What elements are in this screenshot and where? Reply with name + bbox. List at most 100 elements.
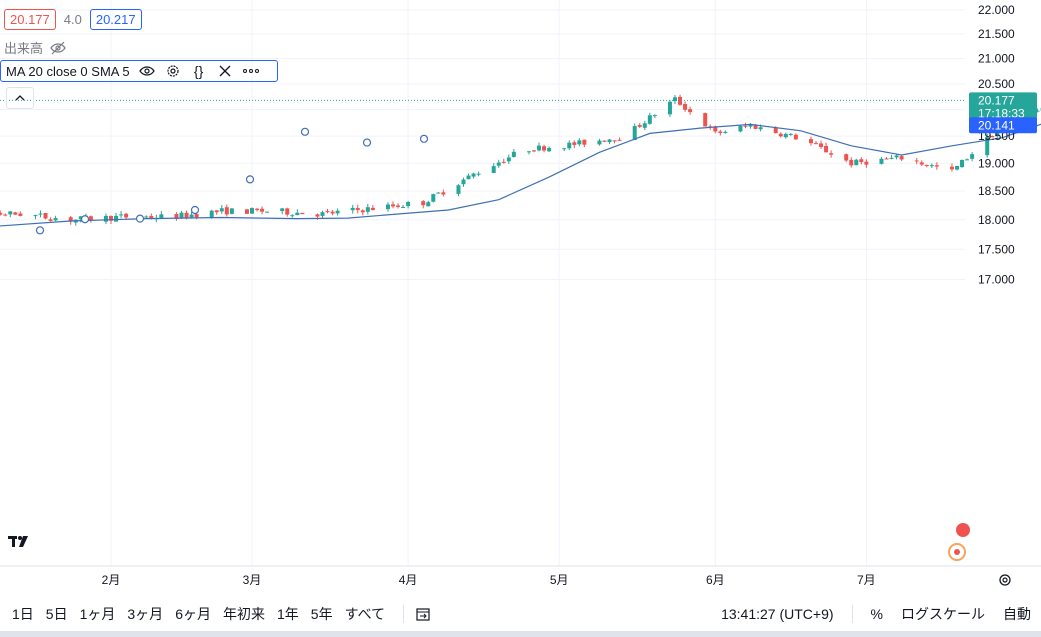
candle [114, 215, 119, 222]
source-code-icon[interactable]: {} [193, 63, 204, 79]
candle [194, 213, 199, 218]
candle [748, 124, 753, 127]
price-tick: 21.000 [978, 52, 1015, 66]
candle [511, 151, 516, 157]
candle [667, 101, 672, 115]
price-tick: 21.500 [978, 27, 1015, 41]
time-scale: 20222月3月4月5月6月7月 [102, 573, 876, 587]
timeframe-3m[interactable]: 3ヶ月 [127, 606, 164, 622]
timeframe-1d[interactable]: 1日 [12, 606, 34, 622]
candle [547, 148, 552, 152]
eye-icon[interactable] [138, 62, 156, 80]
candle [889, 157, 894, 159]
candle [970, 154, 975, 159]
candle [713, 126, 718, 132]
timeframe-ytd[interactable]: 年初来 [222, 606, 265, 622]
timeframe-1y[interactable]: 1年 [276, 606, 299, 622]
price-tick: 20.500 [978, 77, 1015, 91]
candle [501, 161, 506, 163]
percent-toggle[interactable]: % [870, 606, 883, 622]
candle [144, 216, 149, 218]
candle [350, 207, 355, 211]
candle [642, 123, 647, 128]
candle [788, 133, 793, 135]
bottom-border [0, 631, 1041, 637]
time-tick: 2月 [102, 573, 121, 587]
candle [723, 131, 728, 133]
clock[interactable]: 13:41:27 (UTC+9) [721, 606, 834, 622]
candle [743, 125, 748, 127]
eye-off-icon[interactable] [49, 39, 67, 57]
ma-indicator-legend[interactable]: MA 20 close 0 SMA 5 {} [0, 60, 278, 82]
candle [612, 140, 617, 142]
candle [647, 115, 652, 124]
candle [103, 215, 108, 222]
candle [773, 127, 778, 134]
close-icon[interactable] [216, 62, 234, 80]
candle [562, 148, 567, 150]
candle [532, 150, 536, 152]
candle [824, 145, 829, 153]
ma-marker [362, 138, 372, 147]
candle [738, 125, 743, 132]
candle [829, 153, 834, 155]
candle [894, 155, 899, 158]
candle [3, 214, 8, 216]
candle [219, 208, 224, 212]
last-close-badge: 20.177 [4, 9, 56, 30]
timeframe-all[interactable]: すべて [344, 606, 386, 622]
gear-icon[interactable] [164, 62, 182, 80]
timeframe-5y[interactable]: 5年 [310, 606, 333, 622]
candle [431, 194, 436, 202]
ma-marker [419, 134, 429, 143]
candle [109, 215, 113, 221]
time-tick: 6月 [706, 573, 725, 587]
candle [859, 159, 864, 163]
candle [1035, 110, 1040, 112]
date-range-icon[interactable] [414, 605, 432, 623]
candle [597, 140, 602, 145]
candle [295, 212, 300, 216]
candle [119, 214, 124, 216]
timeframe-6m[interactable]: 6ヶ月 [175, 606, 211, 622]
price-tick: 17.000 [978, 273, 1015, 287]
settings-icon[interactable] [999, 574, 1011, 586]
candle [506, 157, 511, 162]
volume-label: 出来高 [4, 41, 44, 56]
candle [320, 212, 325, 216]
candle [934, 165, 939, 167]
ma-marker [35, 226, 45, 235]
candle [33, 215, 38, 217]
candle [396, 205, 401, 207]
toolbar-divider [851, 605, 853, 623]
more-icon[interactable] [242, 62, 260, 80]
candle [18, 213, 23, 216]
candle [406, 202, 411, 207]
candle [949, 166, 954, 170]
candle [149, 215, 154, 219]
candle [537, 145, 542, 151]
timeframe-1m[interactable]: 1ヶ月 [79, 606, 116, 622]
ma-price-tag [969, 117, 1037, 134]
timeframe-5d[interactable]: 5日 [45, 606, 68, 622]
candle [300, 212, 305, 215]
candle [929, 165, 934, 167]
candle [360, 210, 365, 213]
auto-scale-toggle[interactable]: 自動 [1003, 606, 1031, 622]
candle [955, 166, 959, 170]
candle [678, 96, 683, 105]
log-scale-toggle[interactable]: ログスケール [901, 606, 985, 622]
candle [753, 124, 758, 129]
collapse-legend-button[interactable] [6, 87, 34, 109]
price-tick: 22.000 [978, 3, 1015, 17]
candle [401, 206, 406, 208]
ma-marker [300, 127, 310, 136]
candle [466, 175, 471, 180]
candle [456, 185, 461, 194]
time-tick: 4月 [399, 573, 418, 587]
price-tick: 17.500 [978, 242, 1015, 256]
event-marker[interactable] [956, 523, 970, 537]
price-tick: 18.500 [978, 184, 1015, 198]
last-price-value: 20.177 [978, 93, 1015, 107]
